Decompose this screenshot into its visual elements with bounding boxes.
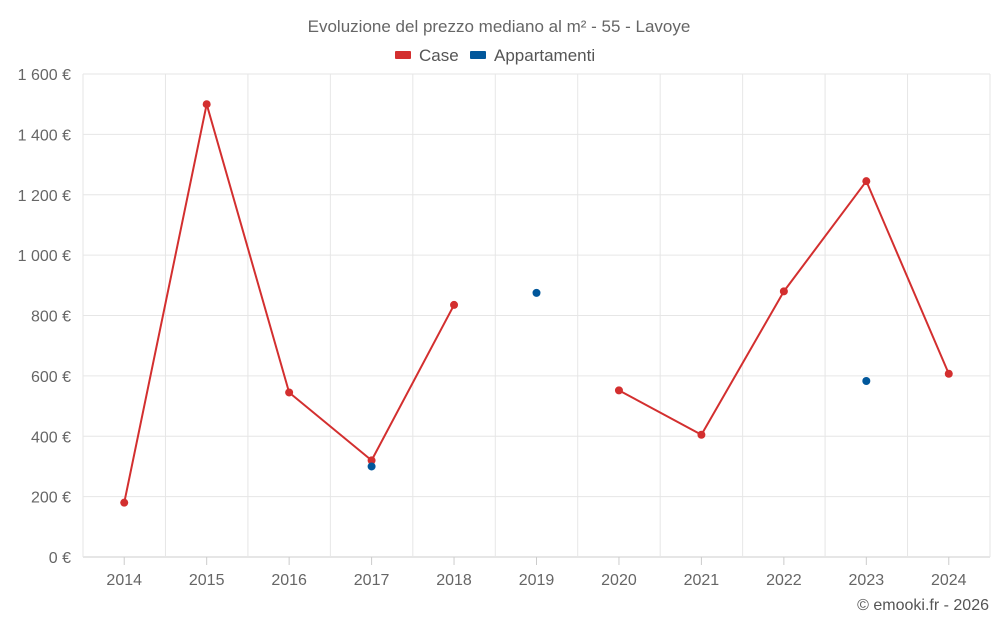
- gridlines: [82, 73, 991, 558]
- series-line-segment: [288, 391, 373, 462]
- x-tick-label: 2018: [436, 572, 472, 589]
- data-point[interactable]: [697, 430, 706, 439]
- y-tick-label: 0 €: [49, 550, 71, 567]
- data-point[interactable]: [862, 377, 871, 386]
- x-tick-label: 2021: [684, 572, 720, 589]
- y-tick-label: 1 600 €: [18, 67, 71, 84]
- series-line-segment: [865, 180, 950, 375]
- legend-item-case[interactable]: Case: [395, 46, 459, 65]
- y-tick-label: 600 €: [31, 369, 71, 386]
- series-line-segment: [123, 103, 208, 504]
- x-tick-label: 2015: [189, 572, 225, 589]
- credit-text: © emooki.fr - 2026: [857, 597, 989, 614]
- y-tick-label: 400 €: [31, 429, 71, 446]
- data-point[interactable]: [532, 288, 541, 297]
- legend-label-appartamenti: Appartamenti: [494, 46, 595, 65]
- series-line-segment: [370, 303, 456, 462]
- data-point[interactable]: [120, 498, 129, 507]
- series-appartamenti: [367, 288, 871, 471]
- y-tick-label: 1 000 €: [18, 248, 71, 265]
- chart-title: Evoluzione del prezzo mediano al m² - 55…: [308, 17, 691, 36]
- x-tick-label: 2020: [601, 572, 637, 589]
- x-axis-labels: 2014 2015 2016 2017 2018 2019 2020 2021 2022 2023…: [106, 557, 967, 589]
- legend-item-appartamenti[interactable]: Appartamenti: [470, 46, 595, 65]
- legend-label-case: Case: [419, 46, 459, 65]
- x-tick-label: 2014: [106, 572, 142, 589]
- y-tick-label: 800 €: [31, 309, 71, 326]
- x-tick-label: 2017: [354, 572, 390, 589]
- data-point[interactable]: [202, 100, 211, 109]
- data-point[interactable]: [450, 300, 459, 309]
- data-point[interactable]: [614, 386, 623, 395]
- data-point[interactable]: [367, 462, 376, 471]
- x-tick-label: 2019: [519, 572, 555, 589]
- x-tick-label: 2024: [931, 572, 967, 589]
- series-line-segment: [782, 180, 868, 293]
- y-tick-label: 1 200 €: [18, 188, 71, 205]
- series-layer: [120, 100, 953, 507]
- y-axis-labels: 0 € 200 € 400 € 600 € 800 € 1 000 € 1 200 € 1 4…: [18, 67, 71, 567]
- data-point[interactable]: [367, 456, 376, 465]
- y-tick-label: 200 €: [31, 490, 71, 507]
- x-tick-label: 2022: [766, 572, 802, 589]
- series-case: [120, 100, 953, 507]
- x-tick-label: 2023: [849, 572, 885, 589]
- series-line-segment: [617, 389, 703, 436]
- series-line-segment: [700, 290, 785, 436]
- data-point[interactable]: [862, 177, 871, 186]
- legend: Case Appartamenti: [395, 46, 595, 65]
- x-tick-label: 2016: [271, 572, 307, 589]
- legend-swatch-appartamenti: [470, 51, 486, 59]
- data-point[interactable]: [944, 369, 953, 378]
- series-line-segment: [205, 103, 291, 394]
- data-point[interactable]: [285, 388, 294, 397]
- legend-swatch-case: [395, 51, 411, 59]
- data-point[interactable]: [779, 287, 788, 296]
- y-tick-label: 1 400 €: [18, 127, 71, 144]
